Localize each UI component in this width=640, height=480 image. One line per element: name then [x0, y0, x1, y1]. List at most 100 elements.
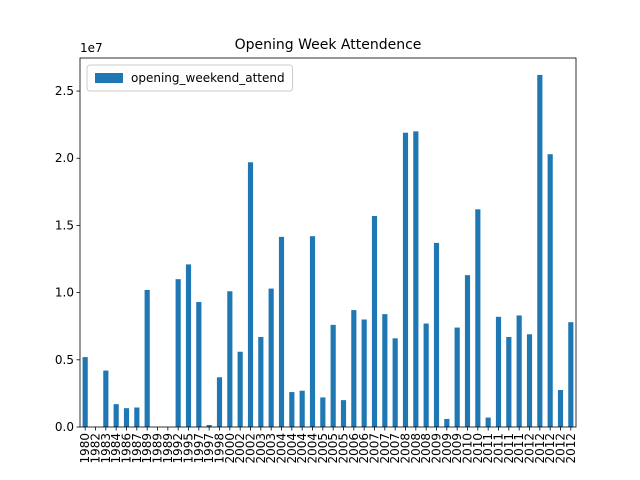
x-tick-label: 2010 — [461, 433, 475, 464]
bar — [547, 154, 553, 428]
x-tick-label: 2010 — [471, 433, 485, 464]
bar — [433, 242, 440, 427]
bar — [134, 407, 140, 427]
x-tick-label: 2011 — [481, 433, 495, 464]
x-tick-label: 1987 — [130, 433, 144, 464]
legend-swatch — [95, 73, 123, 83]
bar — [330, 324, 336, 427]
x-tick-label: 2009 — [450, 433, 464, 464]
bar — [351, 310, 357, 427]
x-tick-label: 2003 — [254, 433, 268, 464]
bar — [361, 319, 367, 427]
bar — [454, 327, 460, 427]
x-tick-label: 2007 — [378, 433, 392, 464]
x-tick-label: 1980 — [78, 433, 92, 464]
x-tick-label: 1989 — [140, 433, 154, 464]
x-tick-label: 2004 — [295, 433, 309, 464]
bar — [423, 323, 429, 427]
bar — [258, 336, 264, 427]
x-tick-label: 2008 — [399, 433, 413, 464]
bar — [506, 336, 512, 427]
bar — [392, 338, 398, 427]
bar — [371, 216, 378, 427]
bar — [237, 351, 243, 427]
x-tick-label: 2003 — [264, 433, 278, 464]
x-tick-label: 2012 — [564, 433, 578, 464]
bar — [113, 404, 119, 427]
x-tick-label: 2008 — [409, 433, 423, 464]
bar — [289, 392, 295, 427]
y-tick-label: 0.5 — [55, 353, 74, 367]
x-tick-label: 1997 — [202, 433, 216, 464]
x-tick-label: 2009 — [430, 433, 444, 464]
bar — [413, 131, 419, 427]
x-tick-label: 1982 — [89, 433, 103, 464]
x-tick-label: 1984 — [109, 433, 123, 464]
x-tick-label: 2007 — [368, 433, 382, 464]
x-tick-label: 2009 — [440, 433, 454, 464]
bar — [402, 132, 409, 428]
y-tick-label: 1.5 — [55, 218, 74, 232]
x-tick-label: 2006 — [357, 433, 371, 464]
bar — [485, 417, 491, 427]
bar — [185, 264, 192, 427]
x-tick-label: 2011 — [502, 433, 516, 464]
legend-frame — [86, 64, 294, 92]
y-tick-label: 1.0 — [55, 286, 74, 300]
legend: opening_weekend_attend — [86, 64, 294, 92]
chart-title: Opening Week Attendence — [235, 37, 422, 53]
bar — [464, 275, 471, 427]
x-tick-label: 2002 — [233, 433, 247, 464]
x-tick-label: 2004 — [285, 433, 299, 464]
bar — [557, 390, 564, 427]
bar — [216, 377, 223, 427]
x-tick-label: 2007 — [388, 433, 402, 464]
bar — [175, 279, 181, 427]
x-tick-label: 1998 — [213, 433, 227, 464]
y-offset-label: 1e7 — [80, 41, 103, 55]
axes-frame — [79, 57, 577, 428]
bar — [516, 315, 522, 427]
x-tick-label: 2012 — [554, 433, 568, 464]
x-tick-label: 1997 — [192, 433, 206, 464]
x-tick-label: 2012 — [543, 433, 557, 464]
x-tick-label: 1983 — [99, 433, 113, 464]
bar — [247, 162, 254, 427]
x-tick-label: 2004 — [306, 433, 320, 464]
y-tick-label: 0.0 — [55, 420, 74, 434]
bar — [144, 289, 150, 427]
bar — [320, 397, 326, 427]
bar — [568, 322, 574, 427]
x-tick-label: 2011 — [512, 433, 526, 464]
x-tick-label: 2011 — [492, 433, 506, 464]
bar — [526, 334, 533, 427]
x-tick-label: 1989 — [161, 433, 175, 464]
bar — [475, 209, 481, 427]
bar — [278, 236, 285, 427]
x-tick-label: 2005 — [316, 433, 330, 464]
bar — [227, 291, 233, 427]
bar — [537, 74, 543, 428]
x-tick-label: 2000 — [223, 433, 237, 464]
x-tick-label: 1986 — [120, 433, 134, 464]
y-tick-label: 2.0 — [55, 151, 74, 165]
x-tick-label: 2012 — [533, 433, 547, 464]
bar — [444, 418, 450, 427]
x-tick-label: 2005 — [337, 433, 351, 464]
x-tick-label: 1995 — [182, 433, 196, 464]
legend-label: opening_weekend_attend — [131, 71, 285, 85]
bar — [495, 316, 502, 427]
x-tick-label: 2006 — [347, 433, 361, 464]
x-tick-label: 2008 — [419, 433, 433, 464]
bar — [82, 357, 88, 427]
bar — [123, 408, 130, 427]
bar — [196, 302, 202, 427]
x-tick-label: 2005 — [326, 433, 340, 464]
x-tick-label: 1989 — [151, 433, 165, 464]
x-tick-label: 2004 — [275, 433, 289, 464]
bar — [309, 236, 316, 427]
bar — [206, 424, 212, 427]
x-tick-label: 1992 — [171, 433, 185, 464]
bar — [340, 400, 347, 427]
